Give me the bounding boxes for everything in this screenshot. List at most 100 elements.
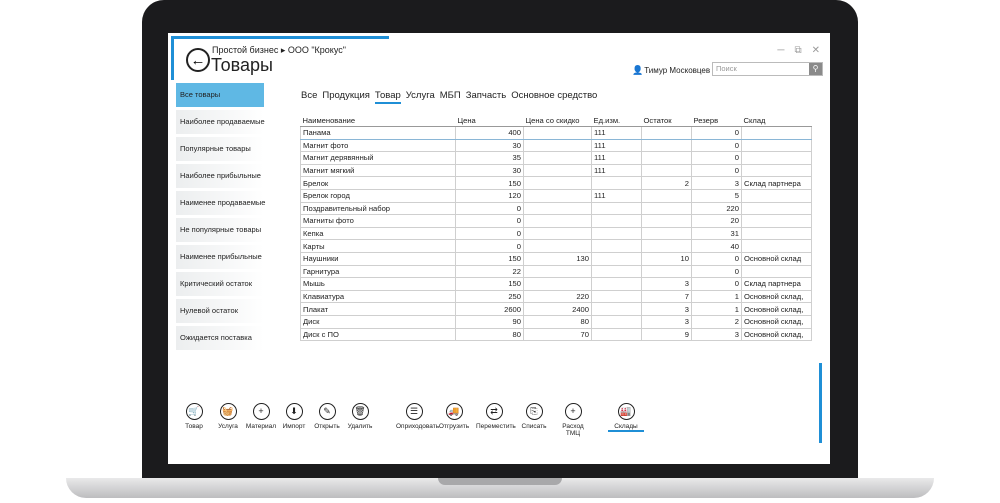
table-row[interactable]: Магнит мягкий 30 111 0 [300, 163, 812, 178]
sidebar-item-4[interactable]: Наименее продаваемые [176, 191, 265, 215]
tab-2[interactable]: Товар [374, 90, 401, 104]
table-cell: 111 [591, 151, 642, 165]
toolbar-button-1[interactable]: 🧺 Услуга [210, 403, 246, 430]
import-icon: ⬇ [285, 403, 303, 420]
column-header-3[interactable]: Ед.изм. [591, 115, 642, 127]
table-row[interactable]: Гарнитура 22 0 [300, 264, 812, 279]
table-cell: 30 [455, 138, 524, 153]
plus-icon: + [564, 403, 582, 420]
table-cell [641, 201, 692, 216]
table-row[interactable]: Магнит фото 30 111 0 [300, 138, 812, 153]
table-cell: 0 [455, 226, 524, 241]
table-cell [591, 201, 642, 216]
toolbar-button-3[interactable]: ⬇ Импорт [276, 403, 312, 430]
close-icon[interactable]: ✕ [811, 45, 820, 56]
current-user[interactable]: 👤Тимур Московцев [632, 65, 710, 76]
sidebar-item-3[interactable]: Наиболее прибыльные [176, 164, 264, 188]
table-row[interactable]: Поздравительный набор 0 220 [300, 201, 812, 216]
column-header-5[interactable]: Резерв [691, 115, 742, 127]
table-cell: Магнит мягкий [300, 163, 456, 178]
sidebar-item-1[interactable]: Наиболее продаваемые [176, 110, 265, 134]
sidebar-item-7[interactable]: Критический остаток [176, 272, 264, 296]
table-cell: 111 [591, 126, 642, 140]
toolbar-button-10[interactable]: + Расход ТМЦ [555, 403, 591, 437]
table-cell [523, 163, 592, 178]
table-row[interactable]: Плакат 2600 2400 3 1 Основной склад, [300, 302, 812, 316]
table-row[interactable]: Карты 0 40 [300, 239, 812, 253]
sidebar-item-5[interactable]: Не популярные товары [176, 218, 264, 242]
table-cell: Брелок [300, 176, 456, 190]
sidebar-item-0[interactable]: Все товары [176, 83, 264, 107]
toolbar-button-9[interactable]: ⎘ Списать [516, 403, 552, 430]
table-row[interactable]: Кепка 0 31 [300, 226, 812, 241]
table-cell: 40 [691, 239, 742, 253]
tab-3[interactable]: Услуга [405, 90, 435, 101]
table-cell [741, 188, 812, 203]
table-cell [591, 314, 642, 329]
tab-5[interactable]: Запчасть [465, 90, 507, 101]
column-header-1[interactable]: Цена [455, 115, 524, 127]
tab-1[interactable]: Продукция [322, 90, 370, 101]
toolbar-button-7[interactable]: 🚚 Отгрузить [436, 403, 472, 430]
table-cell [641, 264, 692, 279]
toolbar-button-2[interactable]: + Материал [243, 403, 279, 430]
sidebar-item-2[interactable]: Популярные товары [176, 137, 264, 161]
table-cell: 3 [641, 314, 692, 329]
tab-0[interactable]: Все [301, 90, 318, 101]
table-row[interactable]: Магнит дерявянный 35 111 0 [300, 151, 812, 165]
table-cell [523, 188, 592, 203]
table-cell: Мышь [300, 277, 456, 291]
column-header-4[interactable]: Остаток [641, 115, 692, 127]
sidebar-item-9[interactable]: Ожидается поставка [176, 326, 264, 350]
tab-4[interactable]: МБП [439, 90, 461, 101]
restore-icon[interactable]: ⧉ [794, 45, 802, 56]
table-cell [741, 226, 812, 241]
toolbar-button-8[interactable]: ⇄ Переместить [476, 403, 516, 430]
table-row[interactable]: Наушники 150 130 10 0 Основной склад [300, 251, 812, 266]
toolbar-button-label: Открыть [314, 423, 340, 430]
table-cell: 90 [455, 314, 524, 329]
toolbar-button-6[interactable]: ☰ Оприходовать [396, 403, 439, 430]
table-header-row: Наименование Цена Цена со скидко Ед.изм. Ост… [300, 115, 812, 127]
sidebar-item-8[interactable]: Нулевой остаток [176, 299, 264, 323]
table-row[interactable]: Магниты фото 0 20 [300, 214, 812, 228]
column-header-0[interactable]: Наименование [300, 115, 456, 127]
toolbar-button-label: Списать [521, 423, 547, 430]
table-cell [523, 264, 592, 279]
table-row[interactable]: Диск 90 80 3 2 Основной склад, [300, 314, 812, 329]
toolbar-button-label: Расход ТМЦ [562, 423, 584, 437]
sidebar-item-6[interactable]: Наименее прибыльные [176, 245, 264, 269]
back-arrow-icon[interactable]: ← [186, 48, 210, 72]
table-cell: 0 [691, 151, 742, 165]
column-header-2[interactable]: Цена со скидко [523, 115, 592, 127]
table-row[interactable]: Брелок 150 2 3 Склад партнера [300, 176, 812, 190]
column-header-6[interactable]: Склад [741, 115, 812, 127]
minimize-icon[interactable]: ─ [777, 45, 785, 56]
table-cell [741, 126, 812, 140]
trash-icon: 🗑 [351, 403, 369, 420]
toolbar-button-label: Услуга [218, 423, 238, 430]
user-icon: 👤 [632, 65, 644, 75]
table-row[interactable]: Мышь 150 3 0 Склад партнера [300, 277, 812, 291]
table-cell [591, 264, 642, 279]
table-row[interactable]: Панама 400 111 0 [300, 126, 812, 140]
table-cell [741, 201, 812, 216]
toolbar-button-5[interactable]: 🗑 Удалить [342, 403, 378, 430]
table-row[interactable]: Диск с ПО 80 70 9 3 Основной склад, [300, 327, 812, 342]
toolbar-button-11[interactable]: 🏭 Склады [608, 403, 644, 432]
toolbar-button-0[interactable]: 🛒 Товар [176, 403, 212, 430]
tab-6[interactable]: Основное средство [511, 90, 598, 101]
table-cell [523, 277, 592, 291]
table-cell: 2400 [523, 302, 592, 316]
search-icon[interactable]: ⚲ [809, 63, 822, 75]
table-row[interactable]: Брелок город 120 111 5 [300, 188, 812, 203]
table-cell [591, 214, 642, 228]
table-cell: 111 [591, 188, 642, 203]
table-cell: 111 [591, 138, 642, 153]
table-row[interactable]: Клавиатура 250 220 7 1 Основной склад, [300, 289, 812, 304]
search-input[interactable]: Поиск ⚲ [712, 62, 823, 76]
table-cell [641, 239, 692, 253]
table-cell: Гарнитура [300, 264, 456, 279]
table-cell: Плакат [300, 302, 456, 316]
toolbar-button-4[interactable]: ✎ Открыть [309, 403, 345, 430]
